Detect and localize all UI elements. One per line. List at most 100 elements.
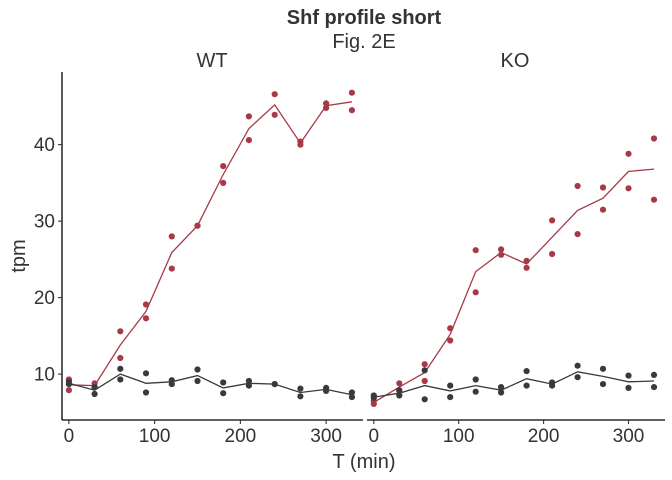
data-point-grey-ko xyxy=(498,389,505,396)
data-point-red-wt xyxy=(245,137,252,144)
data-point-grey-wt xyxy=(271,381,278,388)
data-point-grey-ko xyxy=(650,384,658,391)
data-point-grey-ko xyxy=(421,396,428,403)
data-point-grey-wt xyxy=(348,394,355,401)
data-point-grey-wt xyxy=(297,385,304,392)
data-point-grey-ko xyxy=(625,372,632,379)
data-point-red-ko xyxy=(421,377,428,385)
data-point-grey-ko xyxy=(370,394,377,401)
data-point-red-ko xyxy=(370,400,377,407)
data-point-grey-wt xyxy=(220,379,227,386)
data-point-red-ko xyxy=(523,257,530,264)
data-point-grey-wt xyxy=(194,377,201,385)
data-point-grey-wt xyxy=(91,384,98,391)
chart-subtitle: Fig. 2E xyxy=(332,31,395,53)
data-point-red-ko xyxy=(472,247,479,254)
x-tick-label-ko: 200 xyxy=(528,426,560,447)
y-tick-label: 30 xyxy=(34,212,55,233)
data-point-red-wt xyxy=(323,100,330,107)
data-point-red-wt xyxy=(168,233,175,240)
data-point-grey-wt xyxy=(65,381,72,388)
data-point-red-wt xyxy=(271,91,278,98)
chart-title: Shf profile short xyxy=(287,7,442,29)
data-point-red-wt xyxy=(142,301,150,308)
data-point-red-wt xyxy=(168,265,175,272)
data-point-red-ko xyxy=(650,196,658,203)
data-point-grey-ko xyxy=(650,371,658,378)
facet-label-ko: KO xyxy=(501,50,530,72)
data-point-grey-ko xyxy=(549,382,556,389)
data-point-red-ko xyxy=(625,150,632,157)
data-point-red-wt xyxy=(271,111,278,118)
data-point-red-ko xyxy=(574,182,581,190)
data-point-red-ko xyxy=(625,185,632,192)
series-line-grey-ko xyxy=(373,371,655,398)
data-point-red-wt xyxy=(323,104,330,111)
data-point-grey-wt xyxy=(117,376,124,383)
data-point-grey-ko xyxy=(472,388,479,395)
data-point-grey-ko xyxy=(599,381,607,388)
data-point-grey-wt xyxy=(245,382,252,389)
data-point-red-ko xyxy=(421,361,428,368)
data-point-grey-ko xyxy=(523,382,530,389)
facet-label-wt: WT xyxy=(196,50,227,72)
data-point-grey-ko xyxy=(421,367,428,374)
data-point-red-ko xyxy=(549,250,556,258)
data-point-grey-ko xyxy=(574,374,581,381)
data-point-red-wt xyxy=(142,315,150,322)
data-point-grey-ko xyxy=(625,384,632,391)
x-tick-label-ko: 100 xyxy=(443,426,475,447)
x-tick-label-wt: 0 xyxy=(64,426,75,447)
data-point-red-ko xyxy=(599,184,607,191)
data-point-red-ko xyxy=(574,231,581,238)
data-point-red-ko xyxy=(447,337,454,344)
data-point-grey-ko xyxy=(523,368,530,375)
data-point-red-ko xyxy=(599,206,607,213)
data-point-red-wt xyxy=(194,222,201,229)
y-axis-label: tpm xyxy=(8,239,30,272)
data-point-red-ko xyxy=(498,251,505,258)
data-point-grey-wt xyxy=(168,381,175,388)
x-tick-label-ko: 300 xyxy=(613,426,645,447)
data-point-grey-ko xyxy=(472,376,479,383)
x-tick-label-ko: 0 xyxy=(369,426,380,447)
data-point-grey-wt xyxy=(323,387,330,394)
y-tick-label: 40 xyxy=(34,135,55,156)
y-tick-label: 10 xyxy=(34,365,55,386)
data-point-grey-ko xyxy=(447,394,454,401)
x-tick-label-wt: 300 xyxy=(310,426,342,447)
data-point-grey-wt xyxy=(91,390,98,398)
data-point-grey-wt xyxy=(142,370,150,377)
data-point-grey-wt xyxy=(297,393,304,400)
data-point-red-ko xyxy=(447,325,454,332)
data-point-red-wt xyxy=(117,328,124,335)
data-point-red-ko xyxy=(549,217,556,224)
x-tick-label-wt: 200 xyxy=(225,426,257,447)
data-point-grey-wt xyxy=(117,365,124,372)
x-tick-label-wt: 100 xyxy=(139,426,171,447)
data-point-red-wt xyxy=(348,89,355,96)
data-point-red-ko xyxy=(498,246,505,253)
data-point-red-ko xyxy=(472,289,479,296)
data-point-red-wt xyxy=(220,163,227,170)
data-point-grey-wt xyxy=(194,366,201,373)
data-point-grey-ko xyxy=(396,392,403,399)
series-line-red-ko xyxy=(373,168,655,403)
data-point-grey-wt xyxy=(245,377,252,385)
data-point-grey-ko xyxy=(599,365,607,372)
data-point-grey-ko xyxy=(498,384,505,391)
data-point-red-wt xyxy=(220,179,227,186)
data-point-grey-ko xyxy=(396,387,403,394)
series-line-red-wt xyxy=(68,101,352,387)
data-point-red-wt xyxy=(348,107,355,114)
data-point-grey-wt xyxy=(142,389,150,396)
data-point-red-wt xyxy=(297,141,304,148)
data-point-red-ko xyxy=(396,380,403,387)
data-point-red-wt xyxy=(117,354,124,362)
data-point-grey-ko xyxy=(574,362,581,369)
data-point-red-ko xyxy=(650,135,658,142)
data-point-red-wt xyxy=(65,387,72,394)
series-line-grey-wt xyxy=(68,373,353,396)
data-point-red-ko xyxy=(523,264,530,271)
